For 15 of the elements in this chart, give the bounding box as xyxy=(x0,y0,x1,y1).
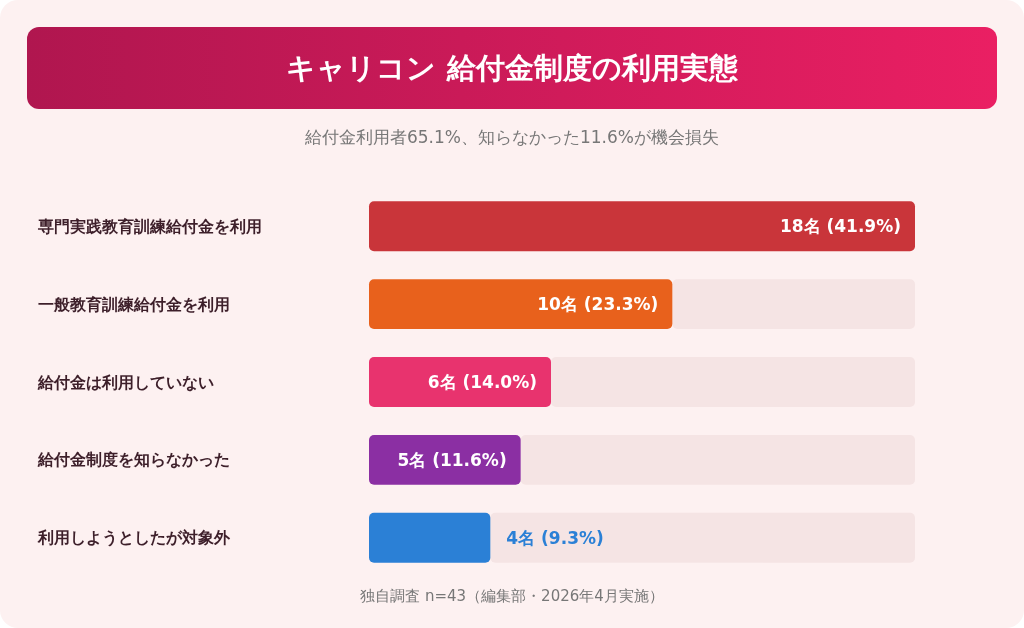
y-tick-label: 一般教育訓練給付金を利用 xyxy=(38,294,230,314)
y-tick-label: 利用しようとしたが対象外 xyxy=(37,528,231,548)
chart-title: キャリコン 給付金制度の利用実態 xyxy=(286,51,739,86)
y-tick-label: 給付金制度を知らなかった xyxy=(37,450,230,470)
y-tick-label: 給付金は利用していない xyxy=(37,372,214,392)
data-label: 18名 (41.9%) xyxy=(779,216,901,237)
bar xyxy=(369,201,915,252)
y-tick-label: 専門実践教育訓練給付金を利用 xyxy=(37,216,262,236)
text: 独自調査 n=43（編集部・2026年4月実施） xyxy=(360,587,664,606)
data-label: 6名 (14.0%) xyxy=(427,371,537,392)
data-label: 10名 (23.3%) xyxy=(537,294,659,315)
data-label: 4名 (9.3%) xyxy=(506,527,604,548)
bar xyxy=(369,512,491,563)
chart-subtitle: 給付金利用者65.1%、知らなかった11.6%が機会損失 xyxy=(303,126,720,147)
data-label: 5名 (11.6%) xyxy=(397,449,507,470)
